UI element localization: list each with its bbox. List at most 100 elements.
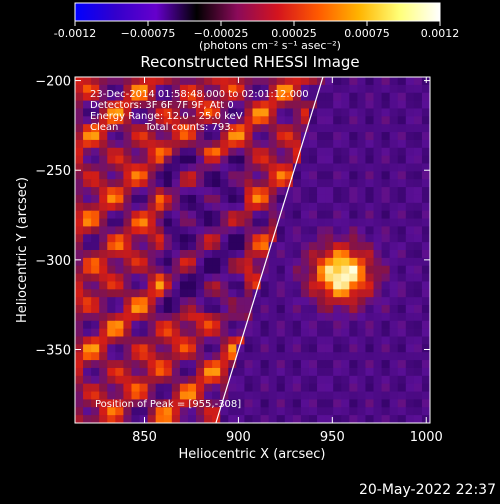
heatmap-cell	[405, 84, 415, 94]
heatmap-cell	[389, 242, 399, 251]
heatmap-cell	[99, 179, 108, 188]
heatmap-cell	[236, 124, 246, 133]
heatmap-cell	[196, 139, 205, 149]
heatmap-cell	[179, 226, 189, 235]
heatmap-cell	[268, 320, 278, 330]
heatmap-cell	[228, 391, 237, 401]
heatmap-cell	[381, 375, 391, 385]
heatmap-cell	[405, 139, 415, 149]
heatmap-cell	[91, 242, 100, 251]
heatmap-cell	[325, 383, 334, 393]
heatmap-cell	[196, 383, 205, 393]
heatmap-cell	[300, 218, 310, 228]
heatmap-cell	[171, 328, 181, 338]
heatmap-cell	[244, 344, 254, 353]
heatmap-cell	[333, 265, 342, 275]
heatmap-cell	[365, 171, 375, 180]
heatmap-cell	[123, 312, 133, 322]
heatmap-cell	[155, 265, 165, 275]
heatmap-cell	[187, 344, 197, 353]
heatmap-cell	[179, 391, 189, 401]
heatmap-cell	[220, 415, 229, 423]
heatmap-cell	[276, 155, 286, 165]
heatmap-cell	[260, 155, 270, 165]
heatmap-cell	[115, 132, 125, 141]
heatmap-cell	[421, 234, 430, 243]
heatmap-cell	[341, 407, 350, 416]
heatmap-cell	[196, 124, 205, 133]
heatmap-cell	[196, 202, 205, 212]
heatmap-cell	[228, 108, 237, 117]
colorbar-tick-label: 0.0012	[421, 27, 460, 40]
heatmap-cell	[333, 391, 342, 401]
heatmap-cell	[171, 297, 181, 306]
heatmap-cell	[123, 147, 133, 157]
heatmap-cell	[212, 257, 221, 267]
heatmap-cell	[228, 155, 237, 165]
heatmap-cell	[276, 100, 286, 110]
heatmap-cell	[284, 257, 294, 267]
heatmap-cell	[341, 108, 350, 117]
heatmap-cell	[357, 124, 367, 133]
heatmap-cell	[260, 407, 270, 416]
heatmap-cell	[91, 415, 100, 423]
heatmap-cell	[179, 139, 189, 149]
heatmap-cell	[131, 328, 141, 338]
heatmap-cell	[228, 257, 237, 267]
heatmap-cell	[365, 92, 375, 102]
heatmap-cell	[187, 187, 197, 196]
heatmap-cell	[421, 250, 430, 259]
heatmap-cell	[204, 407, 213, 416]
heatmap-cell	[300, 273, 310, 283]
heatmap-cell	[99, 257, 108, 267]
heatmap-cell	[300, 210, 310, 220]
heatmap-cell	[325, 147, 334, 157]
heatmap-cell	[131, 289, 141, 298]
heatmap-cell	[236, 281, 246, 290]
heatmap-cell	[196, 367, 205, 377]
heatmap-cell	[155, 360, 165, 369]
heatmap-cell	[155, 250, 165, 259]
heatmap-cell	[244, 155, 254, 165]
heatmap-cell	[236, 352, 246, 361]
heatmap-cell	[220, 360, 229, 369]
heatmap-cell	[276, 407, 286, 416]
heatmap-cell	[300, 100, 310, 110]
heatmap-cell	[308, 360, 318, 369]
heatmap-cell	[421, 297, 430, 306]
heatmap-cell	[421, 202, 430, 212]
heatmap-cell	[349, 163, 358, 172]
heatmap-cell	[349, 305, 358, 314]
heatmap-cell	[107, 391, 116, 401]
heatmap-cell	[308, 77, 318, 86]
heatmap-cell	[284, 218, 294, 228]
heatmap-cell	[236, 242, 246, 251]
heatmap-cell	[244, 202, 254, 212]
heatmap-cell	[333, 139, 342, 149]
heatmap-cell	[373, 92, 383, 102]
heatmap-cell	[252, 297, 262, 306]
heatmap-cell	[357, 360, 367, 369]
heatmap-cell	[381, 281, 391, 290]
heatmap-cell	[99, 265, 108, 275]
heatmap-cell	[365, 100, 375, 110]
heatmap-cell	[284, 281, 294, 290]
heatmap-cell	[83, 383, 92, 393]
heatmap-cell	[236, 108, 246, 117]
heatmap-cell	[244, 116, 254, 125]
heatmap-cell	[292, 375, 302, 385]
heatmap-cell	[341, 187, 350, 196]
heatmap-cell	[131, 312, 141, 322]
heatmap-cell	[228, 336, 237, 345]
heatmap-cell	[83, 108, 92, 117]
heatmap-cell	[365, 194, 375, 204]
heatmap-cell	[357, 210, 367, 220]
y-tick-label: −300	[35, 254, 71, 269]
heatmap-cell	[196, 360, 205, 369]
heatmap-cell	[292, 108, 302, 117]
heatmap-cell	[308, 336, 318, 345]
heatmap-cell	[220, 194, 229, 204]
heatmap-cell	[204, 92, 213, 102]
heatmap-cell	[349, 155, 358, 165]
heatmap-cell	[163, 226, 173, 235]
